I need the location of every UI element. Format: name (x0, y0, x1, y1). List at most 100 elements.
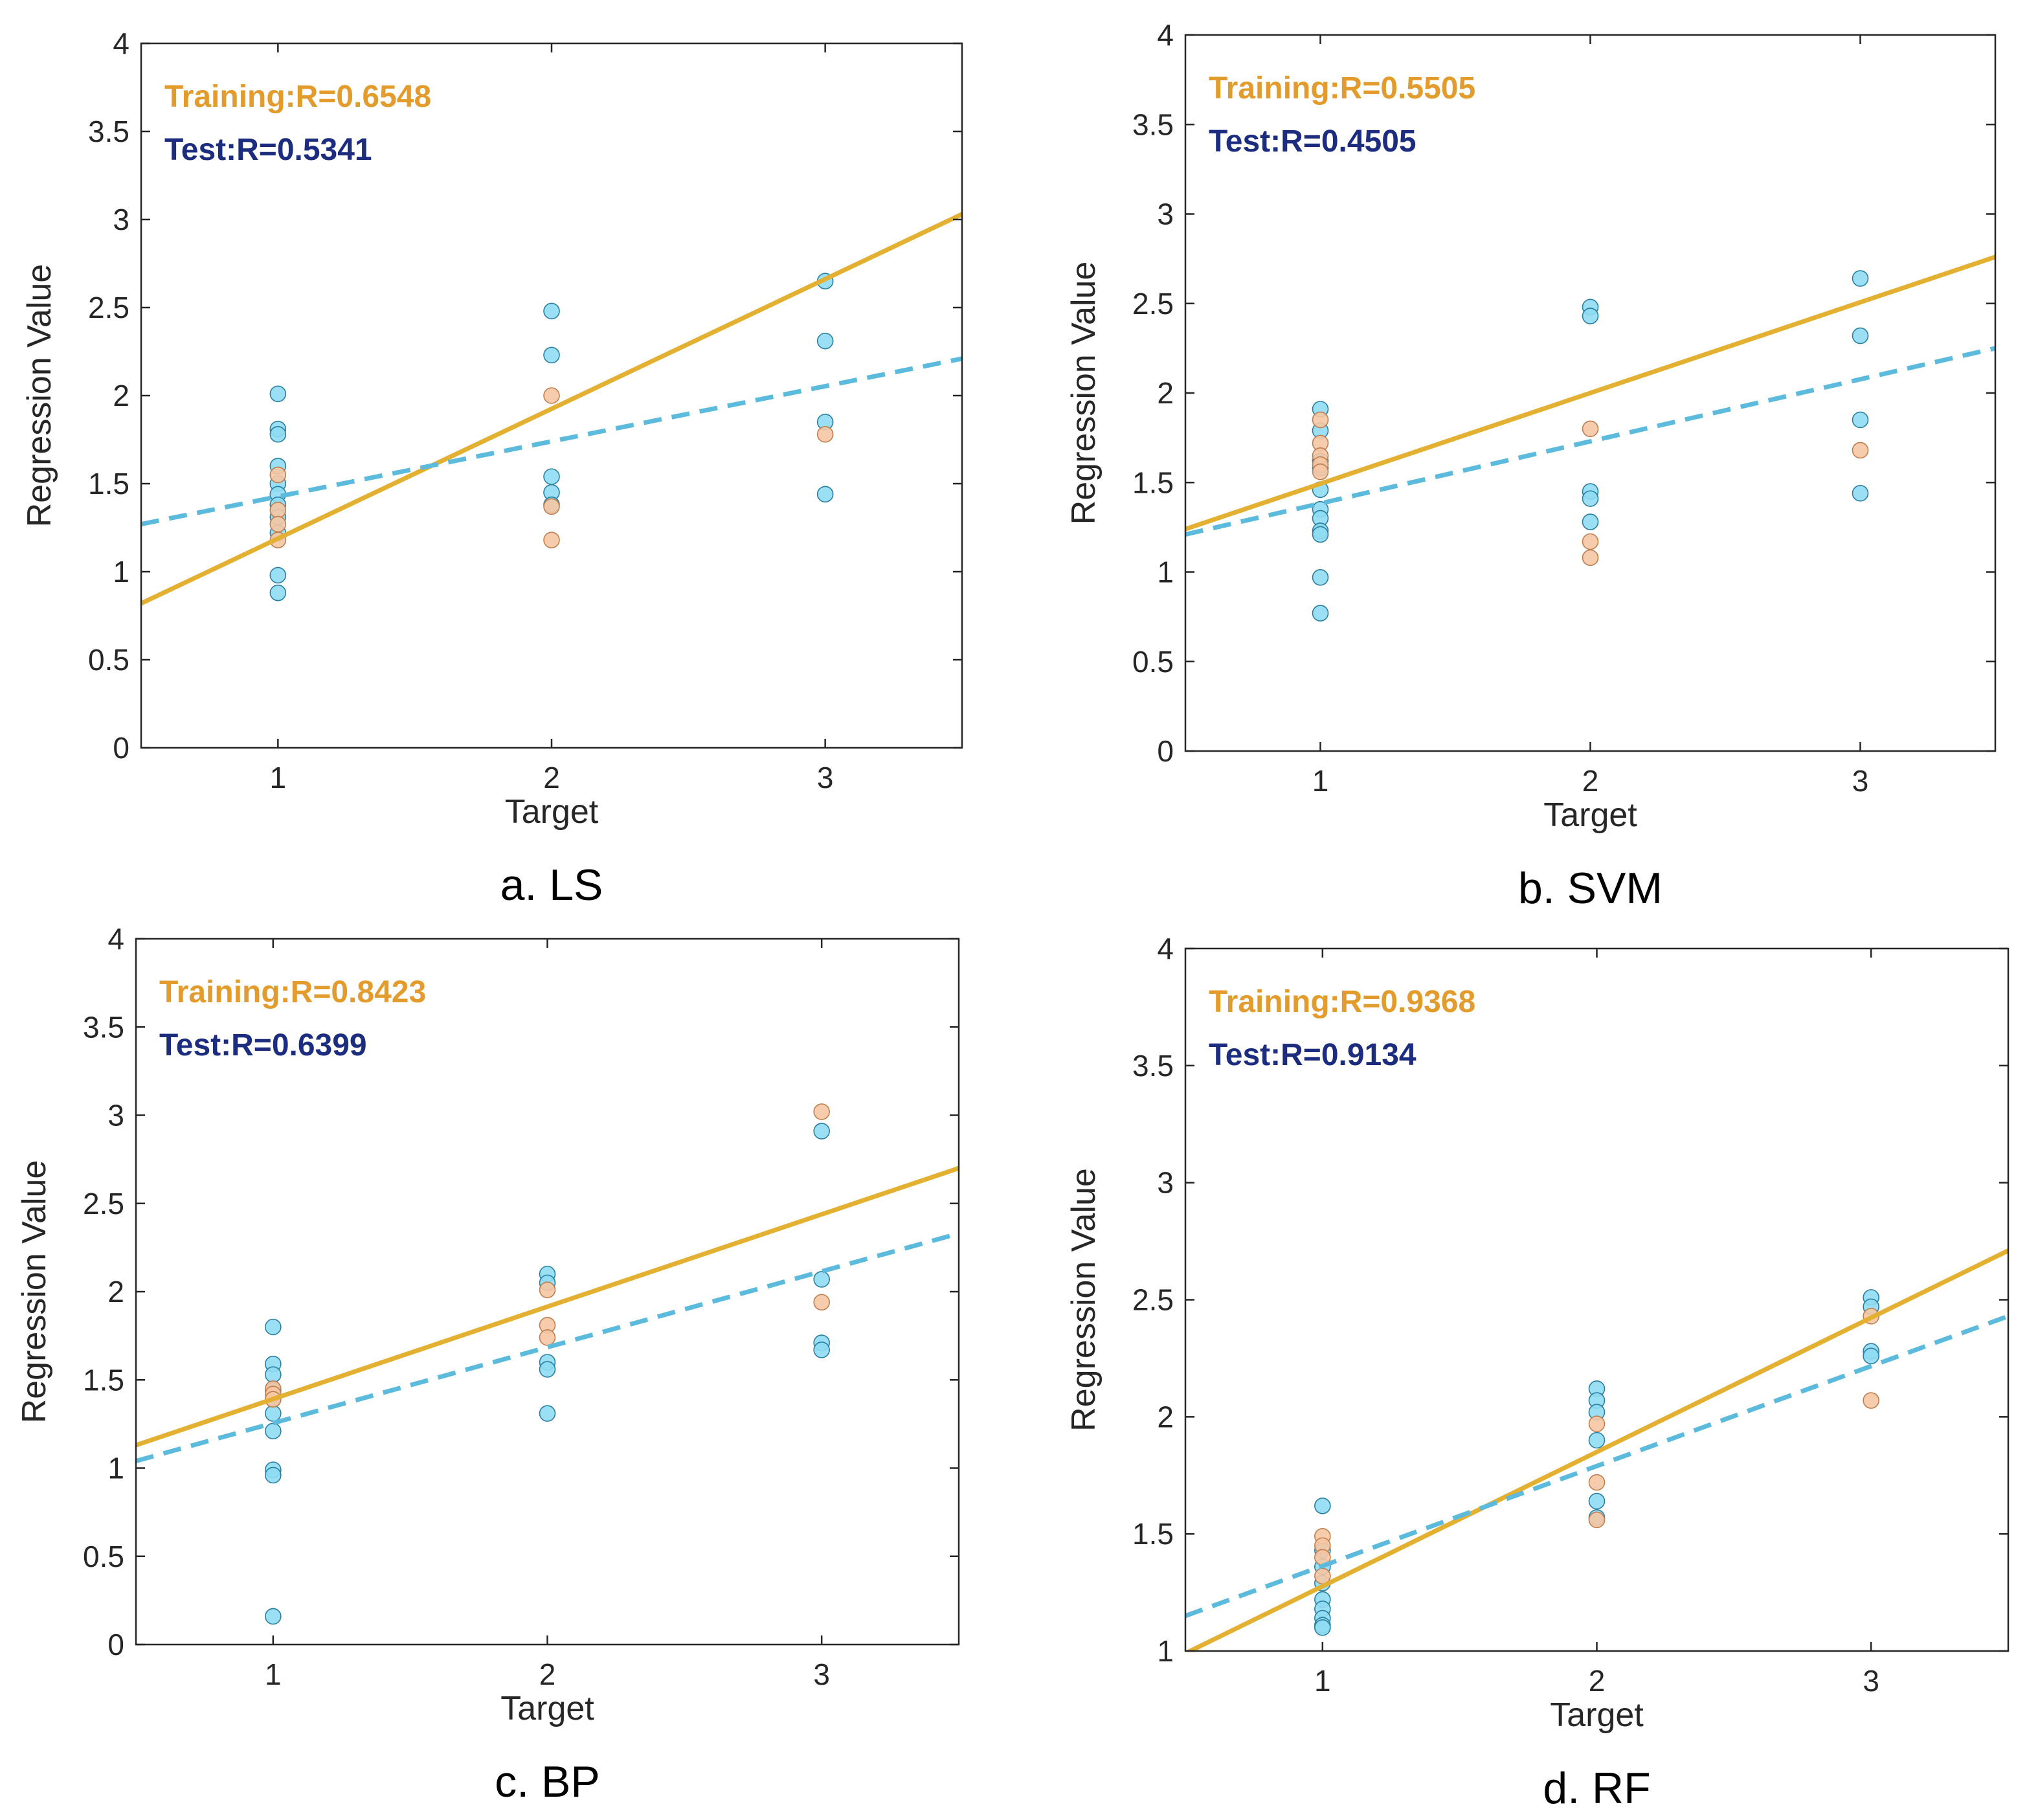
y-tick-label: 3.5 (1132, 1049, 1174, 1083)
y-tick-label: 2.5 (83, 1187, 124, 1220)
test-point (816, 332, 834, 350)
test-point (265, 1405, 282, 1422)
train-point (1863, 1392, 1879, 1409)
y-tick-label: 0 (1157, 734, 1174, 768)
train-point (813, 1103, 830, 1120)
test-point (1863, 1347, 1879, 1365)
test-point (1314, 1619, 1331, 1636)
train-point (1588, 1474, 1606, 1491)
test-point (539, 1405, 556, 1422)
chart-panel-bp: 0 0.5 1 1.5 2 2.5 3 3.5 4 1 2 3 Training:R=0.8423 T… (16, 922, 960, 1806)
panel-caption: d. RF (1543, 1764, 1650, 1813)
test-point (1582, 513, 1599, 530)
train-point (539, 1329, 556, 1346)
test-point (1852, 327, 1869, 344)
y-tick-label: 4 (1157, 932, 1174, 965)
test-point (265, 1422, 282, 1440)
test-point (269, 567, 287, 584)
training-fit-line (1185, 1248, 2008, 1651)
training-fit-line (141, 212, 962, 606)
y-tick-label: 0 (113, 731, 129, 765)
train-point (539, 1281, 556, 1299)
test-point (269, 584, 287, 601)
train-point (1582, 549, 1599, 567)
y-tick-label: 3 (107, 1099, 124, 1132)
y-tick-label: 3 (113, 203, 129, 236)
test-r-annotation: Test:R=0.9134 (1209, 1038, 1417, 1072)
test-point (1588, 1492, 1606, 1510)
test-point (269, 426, 287, 443)
test-point (543, 302, 560, 320)
test-point (1312, 568, 1329, 586)
test-fit-line (1185, 1314, 2008, 1619)
test-point (265, 1366, 282, 1383)
panel-caption: c. BP (495, 1757, 600, 1806)
training-fit-line (136, 1165, 959, 1448)
test-point (539, 1361, 556, 1378)
y-tick-label: 3.5 (88, 115, 129, 148)
test-point (1314, 1497, 1331, 1514)
y-tick-label: 1 (1157, 1634, 1174, 1668)
y-tick-label: 2.5 (1132, 287, 1174, 320)
test-point (269, 385, 287, 403)
test-point (1588, 1432, 1606, 1449)
y-tick-label: 1.5 (1132, 466, 1174, 499)
train-point (1588, 1511, 1606, 1529)
train-point (1588, 1415, 1606, 1432)
train-point (1312, 411, 1329, 429)
y-tick-label: 0.5 (88, 643, 129, 677)
x-axis-label: Target (505, 793, 599, 831)
test-point (543, 346, 560, 364)
test-r-annotation: Test:R=0.5341 (164, 133, 372, 167)
train-point (269, 466, 287, 484)
y-tick-label: 1 (107, 1452, 124, 1485)
y-tick-label: 1.5 (83, 1363, 124, 1397)
y-tick-label: 1 (113, 555, 129, 589)
y-tick-label: 1.5 (1132, 1517, 1174, 1551)
test-point (265, 1466, 282, 1484)
chart-panel-ls: 0 0.5 1 1.5 2 2.5 3 3.5 4 1 2 3 Training:R=0.6548 T… (21, 27, 963, 910)
y-tick-label: 2.5 (1132, 1283, 1174, 1317)
y-axis-label: Regression Value (1065, 262, 1103, 525)
train-point (816, 426, 834, 443)
chart-panel-svm: 0 0.5 1 1.5 2 2.5 3 3.5 4 1 2 3 Training:R=0.5505 T… (1065, 18, 1997, 913)
x-tick-label: 1 (265, 1657, 282, 1691)
test-point (816, 486, 834, 503)
y-tick-label: 2 (1157, 376, 1174, 410)
train-point (1582, 533, 1599, 550)
x-tick-label: 2 (1589, 1664, 1606, 1698)
train-point (1852, 442, 1869, 459)
y-tick-label: 0.5 (1132, 645, 1174, 679)
test-point (1852, 411, 1869, 429)
x-tick-label: 2 (543, 761, 560, 794)
y-tick-label: 1.5 (88, 467, 129, 500)
training-r-annotation: Training:R=0.6548 (164, 80, 431, 114)
train-point (543, 532, 560, 548)
test-point (265, 1608, 282, 1625)
y-tick-label: 4 (107, 922, 124, 956)
y-tick-label: 1 (1157, 556, 1174, 589)
training-r-annotation: Training:R=0.5505 (1209, 71, 1475, 106)
test-point (265, 1318, 282, 1336)
test-fit-line (141, 356, 962, 526)
train-point (269, 501, 287, 519)
train-point (1582, 420, 1599, 438)
y-axis-label: Regression Value (16, 1160, 53, 1424)
y-tick-label: 0 (107, 1628, 124, 1661)
panel-caption: a. LS (500, 860, 603, 910)
y-tick-label: 2 (1157, 1400, 1174, 1433)
x-tick-label: 3 (817, 761, 834, 794)
train-point (813, 1294, 830, 1311)
y-tick-label: 3.5 (83, 1010, 124, 1044)
test-r-annotation: Test:R=0.6399 (159, 1028, 367, 1062)
x-tick-label: 2 (539, 1657, 556, 1691)
chart-panel-rf: 1 1.5 2 2.5 3 3.5 4 1 2 3 Training:R=0.9368 Test:… (1065, 932, 2010, 1813)
y-tick-label: 0.5 (83, 1540, 124, 1573)
x-tick-label: 3 (1852, 764, 1869, 798)
y-tick-label: 2.5 (88, 291, 129, 324)
x-tick-label: 1 (1312, 764, 1329, 798)
x-axis-label: Target (1550, 1696, 1644, 1734)
x-tick-label: 1 (270, 761, 287, 794)
y-tick-label: 4 (113, 27, 129, 60)
y-tick-label: 4 (1157, 18, 1174, 52)
